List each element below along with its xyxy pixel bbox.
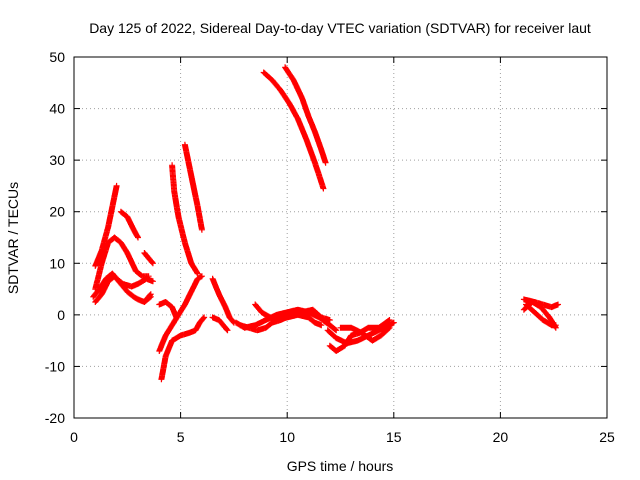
data-series-track-1 <box>92 182 120 269</box>
y-tick-label: 50 <box>49 49 65 65</box>
data-point-markers <box>337 324 393 344</box>
axis-ticks: 0 5 10 15 20 25 -20 -10 0 10 20 30 40 50 <box>45 49 615 445</box>
data-series-track-12 <box>181 141 205 233</box>
data-series-track-19 <box>282 64 329 166</box>
data-series-track-4 <box>92 273 154 305</box>
data-series-track-11 <box>169 162 201 277</box>
data-point-markers <box>143 291 154 303</box>
data-point-markers <box>209 314 231 334</box>
data-point-markers <box>156 299 180 321</box>
x-tick-label: 20 <box>493 429 509 445</box>
y-tick-label: 40 <box>49 101 65 117</box>
x-tick-label: 10 <box>279 429 295 445</box>
chart-title: Day 125 of 2022, Sidereal Day-to-day VTE… <box>89 20 591 36</box>
data-point-markers <box>181 141 205 233</box>
data-series-track-9 <box>158 314 208 383</box>
data-point-markers <box>92 182 120 269</box>
data-point-markers <box>282 64 329 166</box>
plot-frame <box>73 56 608 419</box>
data-series-track-14 <box>209 314 231 334</box>
data-series-track-22 <box>337 324 393 344</box>
data-series-track-17 <box>237 306 333 334</box>
x-axis-title: GPS time / hours <box>287 458 394 474</box>
y-tick-label: 10 <box>49 255 65 271</box>
grid <box>74 57 607 418</box>
x-tick-label: 15 <box>386 429 402 445</box>
data-series-track-7 <box>143 291 154 303</box>
data-series-track-5 <box>117 208 141 241</box>
data-series-track-18 <box>260 69 327 192</box>
plot-area <box>90 64 561 383</box>
data-point-markers <box>92 234 152 293</box>
x-tick-label: 25 <box>599 429 615 445</box>
data-point-markers <box>117 208 141 241</box>
data-point-markers <box>209 275 237 326</box>
data-point-markers <box>92 273 154 305</box>
data-series-track-25 <box>520 299 559 331</box>
y-axis-title: SDTVAR / TECUs <box>5 182 21 294</box>
data-series-track-2 <box>92 234 152 293</box>
y-tick-label: -20 <box>45 410 65 426</box>
data-point-markers <box>520 299 559 331</box>
y-tick-label: -10 <box>45 358 65 374</box>
data-point-markers <box>237 306 333 334</box>
data-point-markers <box>169 162 201 277</box>
x-tick-label: 5 <box>177 429 185 445</box>
y-tick-label: 30 <box>49 152 65 168</box>
data-series-track-13 <box>209 275 237 326</box>
data-point-markers <box>158 314 208 383</box>
data-point-markers <box>141 250 156 267</box>
y-tick-label: 20 <box>49 204 65 220</box>
data-series-track-10 <box>156 299 180 321</box>
y-tick-label: 0 <box>57 307 65 323</box>
x-tick-label: 0 <box>70 429 78 445</box>
data-series-track-6 <box>141 250 156 267</box>
data-point-markers <box>260 69 327 192</box>
